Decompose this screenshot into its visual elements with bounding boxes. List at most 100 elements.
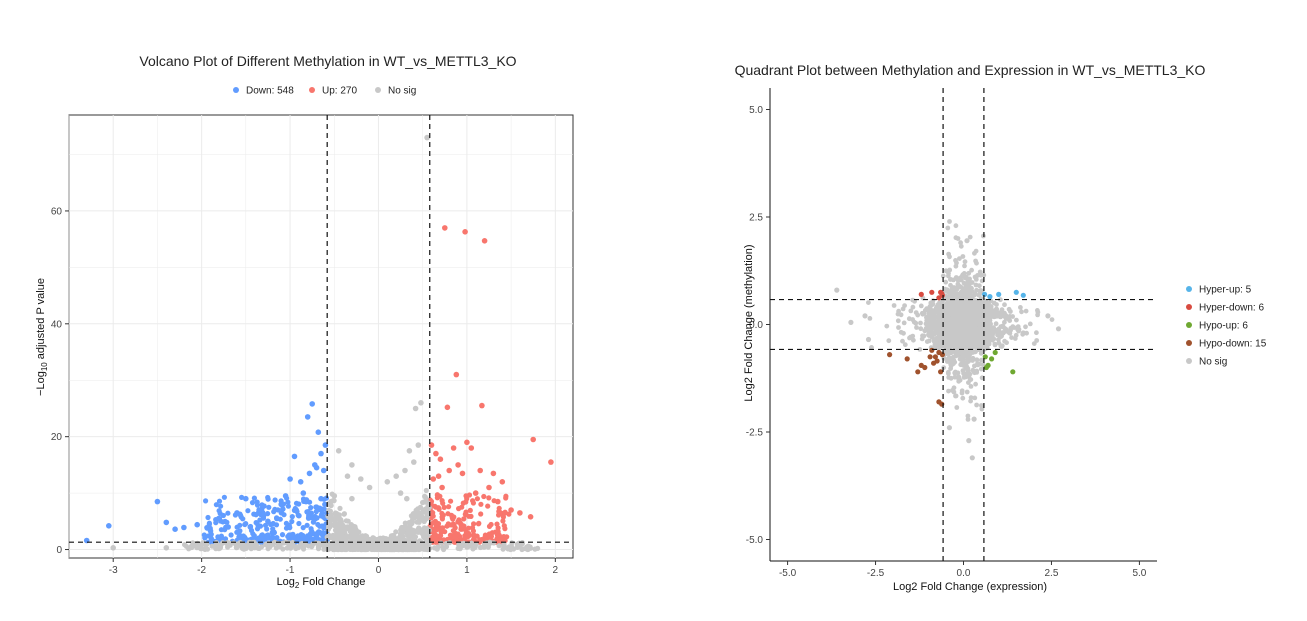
quadrant-point [946, 388, 951, 394]
volcano-point [433, 450, 439, 457]
quadrant-x-axis-label: Log2 Fold Change (expression) [893, 581, 1047, 593]
volcano-point [256, 507, 262, 513]
volcano-point [274, 515, 280, 522]
quadrant-point [1034, 338, 1040, 343]
volcano-x-tick-label: 2 [553, 565, 559, 576]
volcano-point [486, 495, 492, 501]
quadrant-point [862, 313, 868, 319]
quadrant-point [907, 335, 912, 341]
volcano-point [307, 533, 313, 539]
quadrant-point [938, 369, 944, 375]
quadrant-point [964, 311, 970, 317]
quadrant-point [968, 398, 973, 404]
quadrant-point [967, 276, 972, 282]
quadrant-point [966, 270, 972, 276]
quadrant-x-tick-label: 2.5 [1045, 568, 1059, 579]
quadrant-point [968, 395, 974, 400]
volcano-point [259, 502, 265, 508]
volcano-point [287, 543, 293, 550]
quadrant-point [953, 223, 959, 229]
volcano-point [478, 501, 484, 507]
volcano-point [260, 512, 267, 519]
quadrant-point [1015, 324, 1021, 329]
quadrant-point [973, 381, 978, 387]
volcano-point [433, 533, 439, 539]
volcano-point [300, 534, 306, 541]
volcano-point [481, 238, 488, 244]
volcano-point [448, 498, 454, 504]
volcano-point [301, 546, 307, 552]
quadrant-point [1055, 326, 1062, 332]
volcano-point [313, 464, 320, 471]
volcano-point [221, 494, 227, 500]
quadrant-points [834, 219, 1062, 461]
quadrant-point [967, 234, 973, 240]
volcano-point [332, 539, 338, 546]
volcano-point [450, 445, 457, 451]
volcano-x-tick-label: 0 [376, 565, 382, 576]
volcano-point [270, 541, 276, 547]
quadrant-point [918, 326, 924, 332]
volcano-point [430, 476, 437, 482]
volcano-point [181, 524, 187, 531]
quadrant-point [1010, 314, 1015, 319]
volcano-point [455, 462, 461, 468]
quadrant-y-tick-label: -5.0 [746, 535, 764, 546]
volcano-point [217, 510, 223, 516]
quadrant-point [1004, 316, 1010, 321]
quadrant-point [958, 338, 964, 343]
quadrant-point [972, 274, 978, 280]
quadrant-point [977, 303, 982, 309]
quadrant-point [932, 338, 938, 344]
quadrant-point [976, 334, 981, 340]
volcano-point [439, 484, 445, 491]
quadrant-point [963, 283, 969, 288]
quadrant-point [968, 384, 974, 389]
volcano-point [264, 526, 270, 532]
quadrant-point [952, 374, 958, 380]
volcano-point [321, 546, 327, 552]
volcano-point [278, 501, 285, 508]
quadrant-point [948, 277, 953, 282]
quadrant-legend-key [1186, 358, 1192, 364]
quadrant-point [946, 337, 952, 343]
volcano-panel [68, 114, 574, 559]
quadrant-point [1049, 317, 1055, 322]
volcano-point [245, 508, 251, 514]
volcano-point [364, 533, 370, 540]
quadrant-x-tick-label: -5.0 [779, 568, 797, 579]
volcano-point [239, 494, 245, 500]
volcano-point [362, 546, 368, 553]
quadrant-point [943, 279, 949, 285]
quadrant-point [1045, 313, 1051, 319]
quadrant-point [993, 328, 998, 334]
volcano-point [337, 531, 343, 537]
volcano-point [433, 537, 439, 543]
volcano-point [272, 506, 278, 512]
quadrant-title: Quadrant Plot between Methylation and Ex… [735, 62, 1206, 78]
quadrant-point [978, 327, 984, 332]
quadrant-point [866, 300, 871, 305]
quadrant-point [979, 406, 985, 412]
volcano-point [486, 484, 492, 491]
quadrant-point [969, 280, 975, 285]
volcano-point [234, 529, 240, 535]
quadrant-point [834, 287, 840, 293]
volcano-point [163, 519, 170, 526]
volcano-point [496, 543, 502, 549]
quadrant-point [950, 301, 956, 307]
quadrant-point [895, 311, 901, 317]
quadrant-point [975, 321, 981, 327]
quadrant-point [918, 320, 923, 326]
quadrant-point [900, 306, 906, 312]
volcano-xlabel-sub: 2 [295, 581, 300, 590]
quadrant-y-tick-label: 5.0 [749, 105, 763, 116]
volcano-point [254, 499, 260, 505]
volcano-point [269, 529, 276, 536]
volcano-x-tick-label: 1 [464, 565, 470, 576]
volcano-point [421, 543, 427, 549]
volcano-point [303, 498, 309, 505]
volcano-point [424, 134, 430, 141]
quadrant-point [951, 309, 957, 315]
quadrant-point [956, 350, 961, 356]
